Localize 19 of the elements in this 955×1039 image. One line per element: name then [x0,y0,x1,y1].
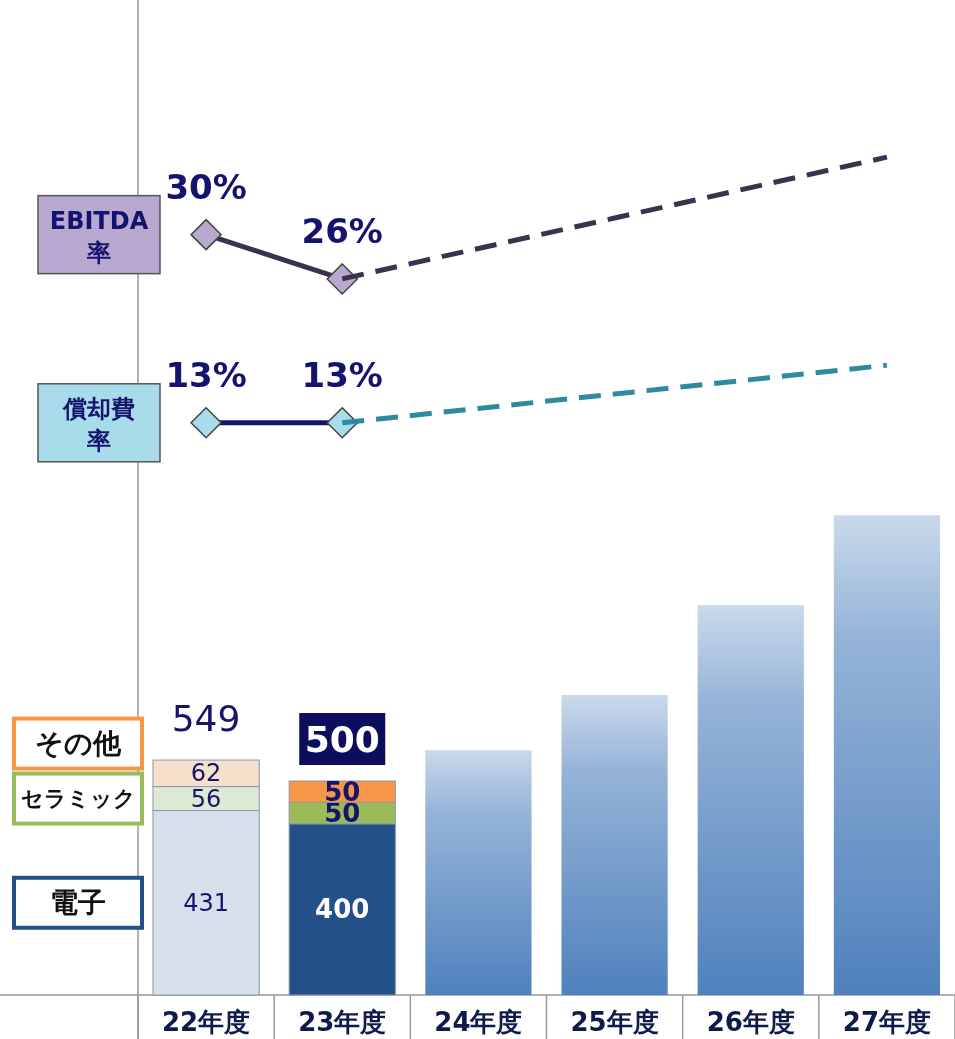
x-tick-label: 27年度 [842,1007,932,1037]
x-tick-label: 23年度 [298,1007,387,1037]
data-label: 26% [301,210,383,251]
x-tick-label: 24年度 [434,1007,523,1037]
x-tick-label: 22年度 [161,1007,251,1037]
data-label: 400 [315,894,370,925]
text: 償却費率 [62,394,135,455]
x-tick-label: 25年度 [570,1007,659,1037]
series-label: EBITDA率 [49,206,149,267]
data-label: 431 [183,888,229,917]
data-label: 30% [165,166,247,207]
data-label: 13% [301,354,383,395]
series-label: セラミック [20,786,136,812]
x-tick-label: 26年度 [706,1007,795,1037]
series-label: その他 [35,727,122,761]
data-label: 13% [165,354,247,395]
series-label: 電子 [50,886,106,920]
total-label: 500 [304,718,380,760]
total-label: 549 [171,697,241,739]
